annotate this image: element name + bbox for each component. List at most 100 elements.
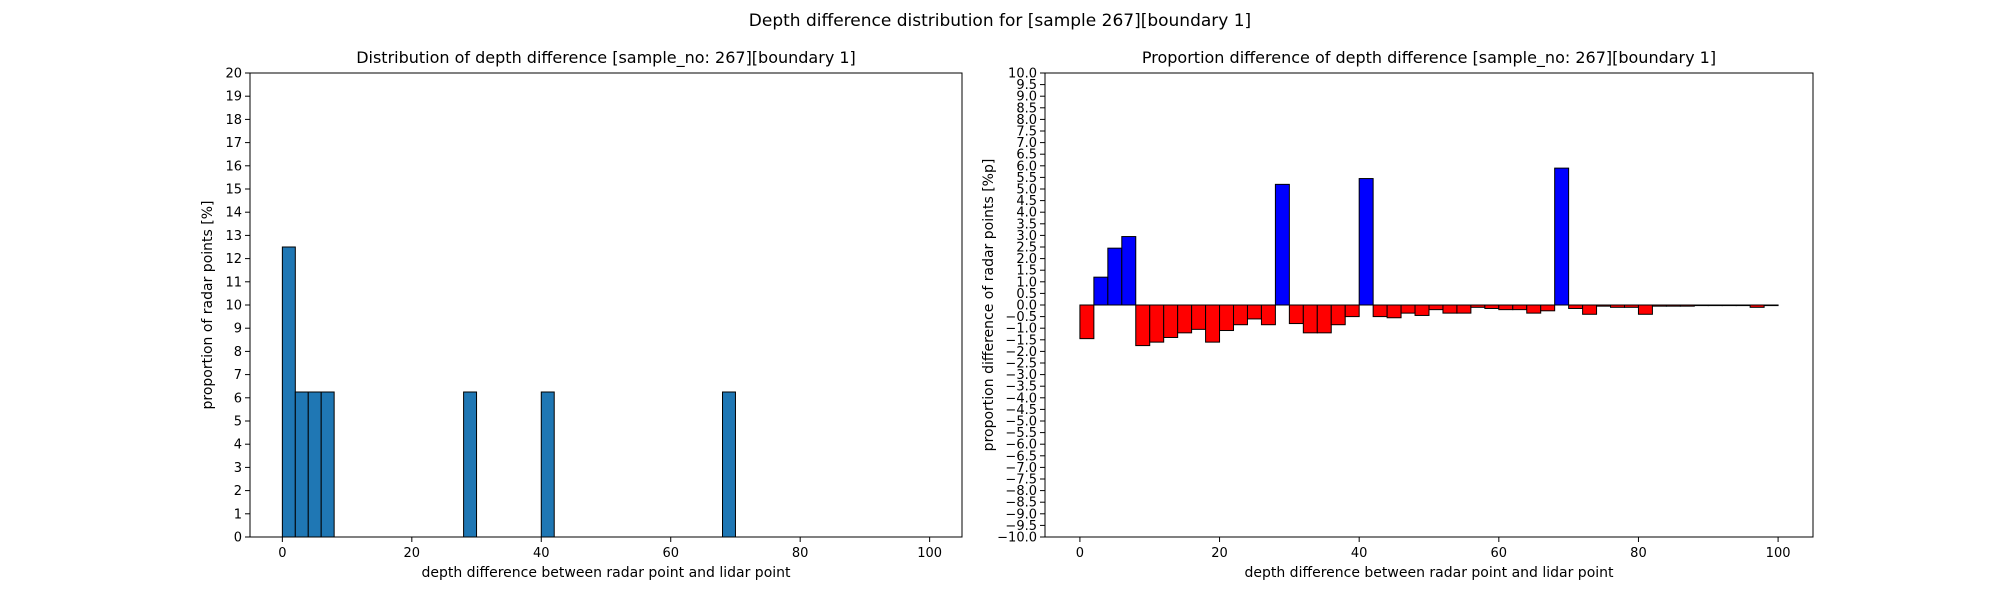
proportion-difference-bar xyxy=(1246,304,1262,320)
distribution-y-tick-label: 10 xyxy=(225,299,242,314)
proportion-difference-y-tick-label: 10.0 xyxy=(1008,67,1037,82)
distribution-y-tick-label: 18 xyxy=(225,113,242,128)
proportion-difference-y-tick-label: 3.5 xyxy=(1016,217,1037,232)
distribution-bar xyxy=(463,391,478,538)
proportion-difference-bar xyxy=(1135,304,1151,347)
proportion-difference-bar xyxy=(1260,304,1276,326)
proportion-difference-bar xyxy=(1735,304,1751,307)
distribution-y-label: proportion of radar points [%] xyxy=(200,200,216,409)
distribution-y-tick-label: 11 xyxy=(225,275,242,290)
proportion-difference-bar xyxy=(1233,304,1248,326)
distribution-y-tick-label: 17 xyxy=(225,136,242,151)
proportion-difference-bar xyxy=(1358,178,1374,306)
proportion-difference-bar xyxy=(1679,304,1695,307)
proportion-difference-y-tick-label: 0.5 xyxy=(1016,287,1037,302)
figure-suptitle: Depth difference distribution for [sampl… xyxy=(749,11,1251,31)
proportion-difference-bar xyxy=(1637,304,1653,315)
proportion-difference-bar xyxy=(1470,304,1486,308)
proportion-difference-y-tick-label: −3.0 xyxy=(1005,368,1037,383)
distribution-x-tick-label: 0 xyxy=(278,546,286,561)
proportion-difference-bar xyxy=(1610,304,1625,308)
proportion-difference-bar xyxy=(1665,304,1681,307)
proportion-difference-bar xyxy=(1288,304,1304,325)
proportion-difference-y-tick-label: 2.5 xyxy=(1016,241,1037,256)
distribution-bar xyxy=(540,391,555,538)
proportion-difference-bar xyxy=(1177,304,1193,334)
proportion-difference-bar xyxy=(1149,304,1165,343)
proportion-difference-y-tick-label: −8.5 xyxy=(1005,496,1037,511)
proportion-difference-y-tick-label: 3.0 xyxy=(1016,229,1037,244)
proportion-difference-bar xyxy=(1540,304,1556,312)
proportion-difference-bar xyxy=(1274,183,1290,306)
proportion-difference-x-tick-label: 80 xyxy=(1630,546,1647,561)
proportion-difference-y-tick-label: 4.0 xyxy=(1016,206,1037,221)
proportion-difference-bar xyxy=(1219,304,1235,332)
proportion-difference-bar xyxy=(1372,304,1388,318)
proportion-difference-bar xyxy=(1442,304,1458,314)
proportion-difference-x-tick-label: 20 xyxy=(1211,546,1228,561)
proportion-difference-bar xyxy=(1107,247,1123,306)
proportion-difference-x-ticks: 0 20 40 60 80 100 xyxy=(1076,537,1791,561)
proportion-difference-y-tick-label: −4.0 xyxy=(1005,391,1037,406)
distribution-y-tick-label: 15 xyxy=(225,183,242,198)
proportion-difference-bar xyxy=(1568,304,1584,309)
distribution-y-tick-label: 2 xyxy=(234,484,242,499)
proportion-difference-bar xyxy=(1428,304,1444,311)
proportion-difference-bar xyxy=(1386,304,1402,319)
distribution-x-tick-label: 40 xyxy=(533,546,550,561)
distribution-x-tick-label: 20 xyxy=(404,546,421,561)
proportion-difference-y-tick-label: 8.5 xyxy=(1016,101,1037,116)
proportion-difference-y-tick-label: 6.0 xyxy=(1016,159,1037,174)
proportion-difference-bar xyxy=(1693,304,1709,307)
distribution-y-tick-label: 19 xyxy=(225,90,242,105)
proportion-difference-bar xyxy=(1163,304,1179,338)
distribution-axes-frame xyxy=(249,72,963,538)
distribution-bar xyxy=(722,391,736,538)
distribution-y-tick-label: 0 xyxy=(234,531,242,546)
proportion-difference-x-tick-label: 40 xyxy=(1351,546,1368,561)
proportion-difference-y-tick-label: 1.5 xyxy=(1016,264,1037,279)
proportion-difference-y-tick-label: 7.0 xyxy=(1016,136,1037,151)
proportion-difference-bar xyxy=(1721,304,1737,307)
proportion-difference-y-tick-label: −2.0 xyxy=(1005,345,1037,360)
proportion-difference-bar xyxy=(1121,236,1137,306)
distribution-y-tick-label: 20 xyxy=(225,67,242,82)
proportion-difference-bar xyxy=(1484,304,1500,309)
proportion-difference-bar xyxy=(1400,304,1416,314)
distribution-x-tick-label: 80 xyxy=(792,546,809,561)
distribution-title: Distribution of depth difference [sample… xyxy=(356,48,856,68)
proportion-difference-y-tick-label: −5.0 xyxy=(1005,415,1037,430)
distribution-y-tick-label: 14 xyxy=(225,206,242,221)
proportion-difference-y-tick-label: −7.5 xyxy=(1005,473,1037,488)
proportion-difference-y-tick-label: 4.5 xyxy=(1016,194,1037,209)
proportion-difference-bar xyxy=(1651,304,1667,307)
proportion-difference-y-ticks: −10.0−9.5−9.0−8.5−8.0−7.5−7.0−6.5−6.0−5.… xyxy=(997,67,1045,546)
distribution-y-tick-label: 8 xyxy=(234,345,242,360)
distribution-y-tick-label: 5 xyxy=(234,415,242,430)
proportion-difference-y-tick-label: 9.5 xyxy=(1016,78,1037,93)
proportion-difference-bar xyxy=(1191,304,1207,330)
distribution-bar xyxy=(307,391,322,538)
distribution-y-tick-label: 9 xyxy=(234,322,242,337)
proportion-difference-bar xyxy=(1512,304,1528,311)
proportion-difference-y-tick-label: −5.5 xyxy=(1005,426,1037,441)
distribution-bars xyxy=(281,246,736,538)
proportion-difference-bars xyxy=(1079,167,1779,347)
distribution-bar xyxy=(320,391,335,538)
proportion-difference-y-tick-label: 0.0 xyxy=(1016,299,1037,314)
proportion-difference-bar xyxy=(1749,304,1765,308)
proportion-difference-axes: 0 20 40 60 80 100 −10.0−9.5−9.0−8.5−8.0−7.5−7… xyxy=(981,48,1814,581)
proportion-difference-y-tick-label: −3.5 xyxy=(1005,380,1037,395)
proportion-difference-x-tick-label: 100 xyxy=(1766,546,1791,561)
proportion-difference-y-tick-label: 1.0 xyxy=(1016,275,1037,290)
proportion-difference-bar xyxy=(1344,304,1360,318)
proportion-difference-y-tick-label: −4.5 xyxy=(1005,403,1037,418)
proportion-difference-y-tick-label: −1.5 xyxy=(1005,333,1037,348)
distribution-bar xyxy=(281,246,296,538)
proportion-difference-axes-frame xyxy=(1044,72,1814,538)
proportion-difference-y-tick-label: 5.0 xyxy=(1016,183,1037,198)
distribution-y-tick-label: 7 xyxy=(234,368,242,383)
proportion-difference-y-tick-label: 2.0 xyxy=(1016,252,1037,267)
proportion-difference-bar xyxy=(1596,304,1612,307)
